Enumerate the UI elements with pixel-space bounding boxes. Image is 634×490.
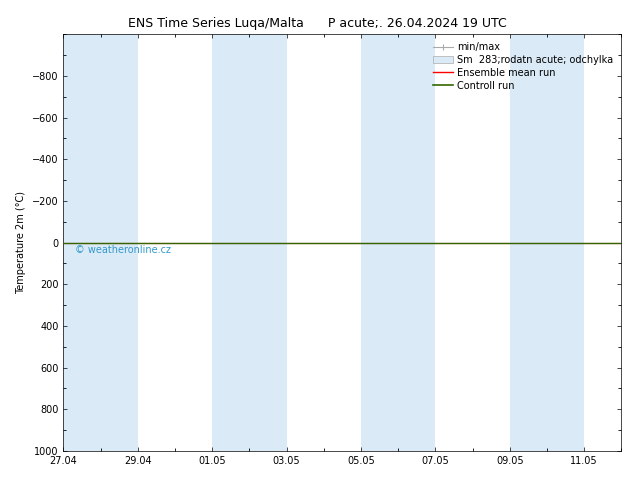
Text: ENS Time Series Luqa/Malta      P acute;. 26.04.2024 19 UTC: ENS Time Series Luqa/Malta P acute;. 26.… — [127, 17, 507, 30]
Y-axis label: Temperature 2m (°C): Temperature 2m (°C) — [16, 191, 27, 294]
Text: © weatheronline.cz: © weatheronline.cz — [75, 245, 171, 255]
Bar — [63, 34, 138, 451]
Legend: min/max, Sm  283;rodatn acute; odchylka, Ensemble mean run, Controll run: min/max, Sm 283;rodatn acute; odchylka, … — [430, 39, 616, 94]
Bar — [361, 34, 436, 451]
Bar — [212, 34, 287, 451]
Bar — [510, 34, 584, 451]
